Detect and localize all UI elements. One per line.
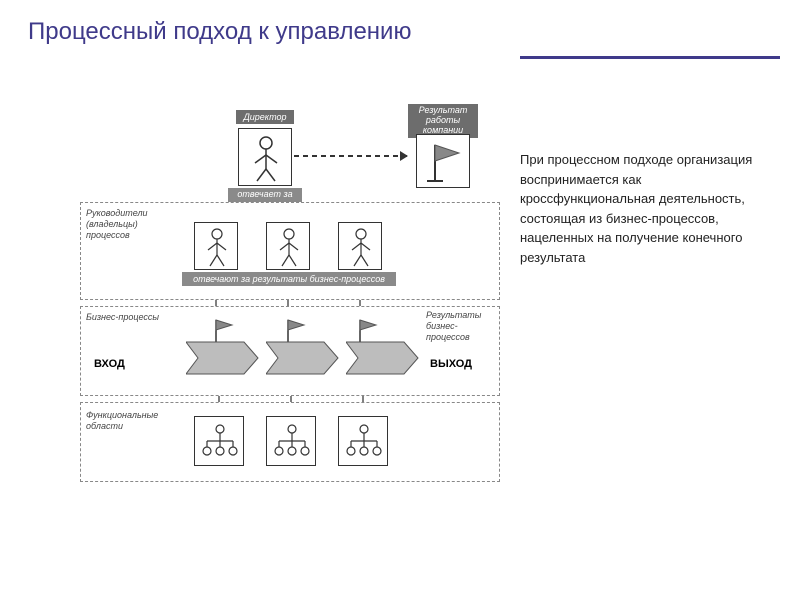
result-company-label: Результат работы компании	[408, 104, 478, 138]
title-underline	[520, 56, 780, 59]
owner-box-1	[194, 222, 238, 270]
flag-icon	[417, 135, 471, 189]
tree-icon	[339, 417, 389, 467]
page-title: Процессный подход к управлению	[28, 18, 411, 46]
person-icon	[195, 223, 239, 271]
director-label: Директор	[236, 110, 294, 124]
output-label: ВЫХОД	[430, 358, 472, 370]
person-icon	[267, 223, 311, 271]
arrow-icon	[266, 318, 344, 376]
director-box	[238, 128, 292, 186]
person-icon	[339, 223, 383, 271]
input-label: ВХОД	[94, 358, 125, 370]
diagram-area: Директор отвечает за результат Результат…	[80, 110, 500, 540]
owner-box-3	[338, 222, 382, 270]
description-text: При процессном подходе организация воспр…	[520, 150, 780, 267]
func-label: Функциональные области	[86, 410, 176, 432]
process-arrow-1	[186, 318, 264, 376]
owners-label: Руководители (владельцы) процессов	[86, 208, 172, 240]
owners-banner: отвечают за результаты бизнес-процессов	[182, 272, 396, 286]
person-icon	[239, 129, 293, 187]
tree-icon	[267, 417, 317, 467]
func-box-1	[194, 416, 244, 466]
tree-icon	[195, 417, 245, 467]
results-bp-label: Результаты бизнес-процессов	[426, 310, 496, 342]
arrow-icon	[346, 318, 424, 376]
func-box-3	[338, 416, 388, 466]
bp-label: Бизнес-процессы	[86, 312, 176, 323]
result-box	[416, 134, 470, 188]
process-arrow-2	[266, 318, 344, 376]
process-arrow-3	[346, 318, 424, 376]
arrow-icon	[186, 318, 264, 376]
owner-box-2	[266, 222, 310, 270]
func-box-2	[266, 416, 316, 466]
